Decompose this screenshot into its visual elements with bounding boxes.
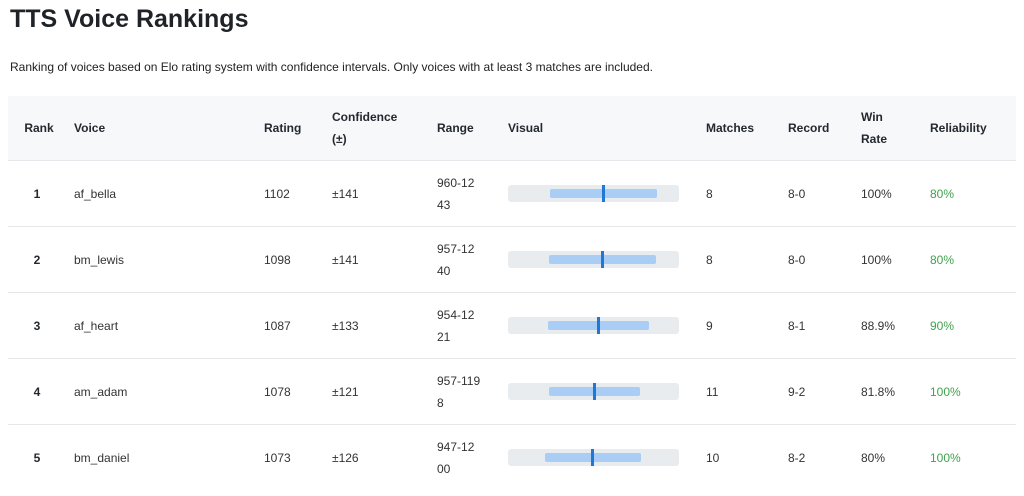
cell-win-rate: 88.9%: [861, 292, 930, 359]
cell-range: 954-1221: [437, 292, 508, 359]
cell-record: 8-2: [788, 424, 861, 490]
cell-matches: 8: [706, 160, 788, 227]
cell-visual: [508, 160, 706, 227]
rankings-table: Rank Voice Rating Confidence (±) Range V…: [8, 96, 1016, 490]
rating-marker: [593, 383, 597, 400]
cell-matches: 8: [706, 226, 788, 293]
page-title: TTS Voice Rankings: [10, 5, 249, 33]
cell-rank: 1: [8, 160, 74, 227]
cell-record: 9-2: [788, 358, 861, 425]
cell-rank: 4: [8, 358, 74, 425]
table-row: 1 af_bella 1102 ±141 960-1243 8 8-0 100% 80%: [8, 160, 1016, 227]
cell-win-rate: 81.8%: [861, 358, 930, 425]
cell-range: 957-1240: [437, 226, 508, 293]
header-visual: Visual: [508, 96, 706, 161]
cell-confidence: ±121: [332, 358, 437, 425]
rating-marker: [600, 251, 604, 268]
header-voice[interactable]: Voice: [74, 96, 264, 161]
cell-visual: [508, 424, 706, 490]
cell-voice: bm_lewis: [74, 226, 264, 293]
table-row: 5 bm_daniel 1073 ±126 947-1200 10 8-2 80% 100%: [8, 424, 1016, 490]
range-text: 957-1198: [437, 373, 481, 410]
rating-marker: [602, 185, 606, 202]
cell-rank: 3: [8, 292, 74, 359]
cell-voice: bm_daniel: [74, 424, 264, 490]
cell-record: 8-0: [788, 160, 861, 227]
header-reliability[interactable]: Reliability: [930, 96, 1016, 161]
cell-win-rate: 80%: [861, 424, 930, 490]
rating-marker: [596, 317, 600, 334]
range-text: 960-1243: [437, 175, 475, 212]
rating-marker: [591, 449, 595, 466]
range-text: 954-1221: [437, 307, 475, 344]
cell-win-rate: 100%: [861, 160, 930, 227]
header-record[interactable]: Record: [788, 96, 861, 161]
table-row: 4 am_adam 1078 ±121 957-1198 11 9-2 81.8% 100%: [8, 358, 1016, 425]
confidence-track: [508, 449, 679, 466]
confidence-track: [508, 383, 679, 400]
page-subtitle: Ranking of voices based on Elo rating sy…: [10, 60, 653, 74]
cell-rating: 1087: [264, 292, 332, 359]
cell-record: 8-0: [788, 226, 861, 293]
header-rating[interactable]: Rating: [264, 96, 332, 161]
rankings-table-wrapper: Rank Voice Rating Confidence (±) Range V…: [8, 96, 1016, 496]
cell-win-rate: 100%: [861, 226, 930, 293]
cell-rating: 1078: [264, 358, 332, 425]
cell-voice: am_adam: [74, 358, 264, 425]
cell-confidence: ±141: [332, 160, 437, 227]
cell-reliability: 100%: [930, 358, 1016, 425]
cell-range: 947-1200: [437, 424, 508, 490]
cell-reliability: 100%: [930, 424, 1016, 490]
cell-visual: [508, 358, 706, 425]
confidence-track: [508, 185, 679, 202]
range-text: 957-1240: [437, 241, 475, 278]
cell-range: 960-1243: [437, 160, 508, 227]
header-range[interactable]: Range: [437, 96, 508, 161]
cell-rank: 5: [8, 424, 74, 490]
cell-visual: [508, 292, 706, 359]
cell-range: 957-1198: [437, 358, 508, 425]
confidence-track: [508, 317, 679, 334]
cell-rating: 1102: [264, 160, 332, 227]
confidence-track: [508, 251, 679, 268]
table-row: 3 af_heart 1087 ±133 954-1221 9 8-1 88.9% 90%: [8, 292, 1016, 359]
cell-rating: 1073: [264, 424, 332, 490]
header-rank[interactable]: Rank: [8, 96, 74, 161]
cell-reliability: 80%: [930, 160, 1016, 227]
cell-visual: [508, 226, 706, 293]
cell-rating: 1098: [264, 226, 332, 293]
cell-reliability: 90%: [930, 292, 1016, 359]
cell-confidence: ±126: [332, 424, 437, 490]
cell-confidence: ±133: [332, 292, 437, 359]
cell-voice: af_heart: [74, 292, 264, 359]
header-confidence[interactable]: Confidence (±): [332, 96, 437, 161]
cell-confidence: ±141: [332, 226, 437, 293]
cell-rank: 2: [8, 226, 74, 293]
range-text: 947-1200: [437, 439, 475, 476]
header-matches[interactable]: Matches: [706, 96, 788, 161]
cell-matches: 11: [706, 358, 788, 425]
cell-voice: af_bella: [74, 160, 264, 227]
table-body: 1 af_bella 1102 ±141 960-1243 8 8-0 100% 80% 2 bm_…: [8, 160, 1016, 490]
table-header: Rank Voice Rating Confidence (±) Range V…: [8, 96, 1016, 161]
table-row: 2 bm_lewis 1098 ±141 957-1240 8 8-0 100% 80%: [8, 226, 1016, 293]
cell-reliability: 80%: [930, 226, 1016, 293]
header-win-rate[interactable]: Win Rate: [861, 96, 930, 161]
cell-matches: 9: [706, 292, 788, 359]
cell-matches: 10: [706, 424, 788, 490]
header-row: Rank Voice Rating Confidence (±) Range V…: [8, 96, 1016, 161]
cell-record: 8-1: [788, 292, 861, 359]
